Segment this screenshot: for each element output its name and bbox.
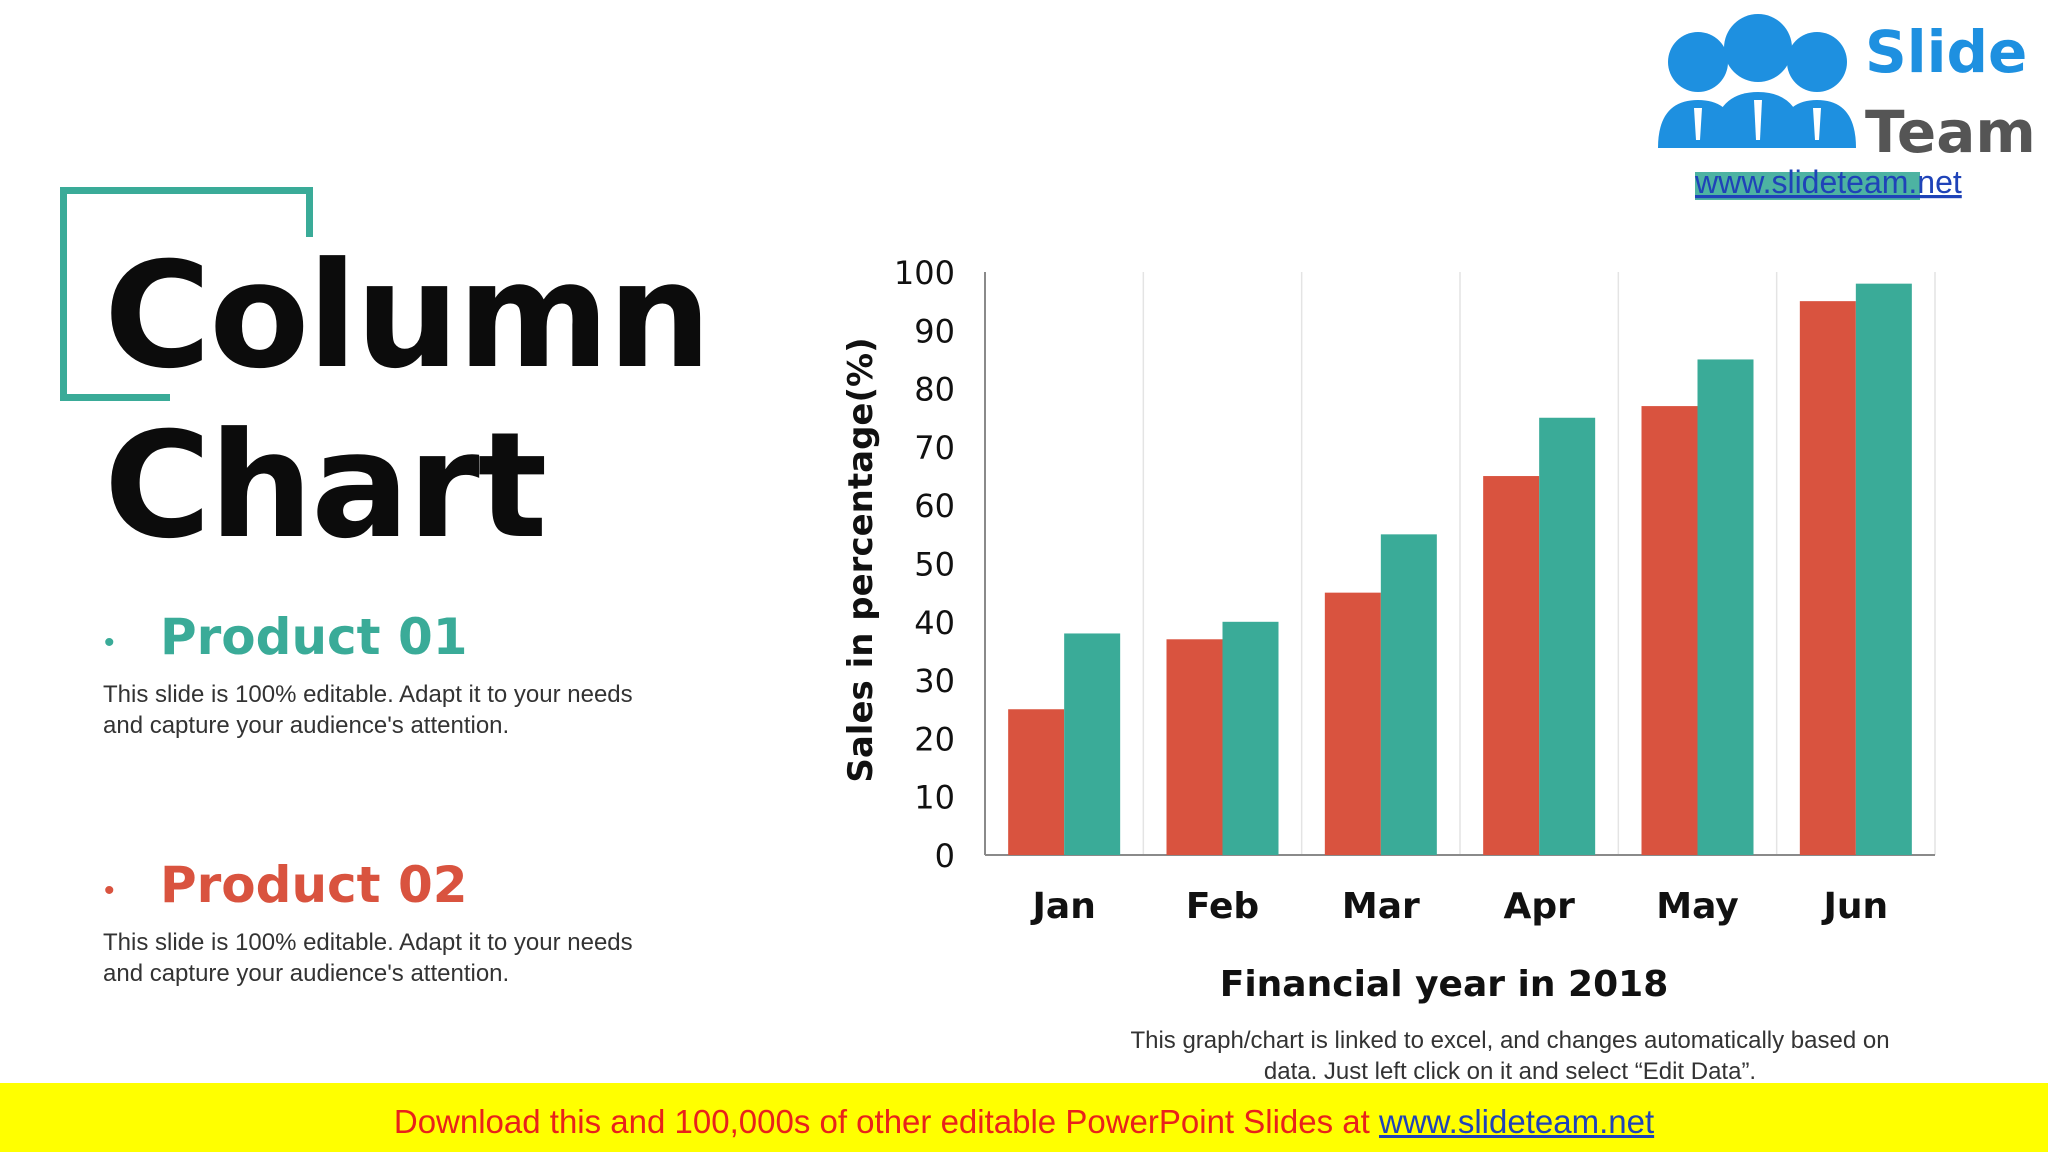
chart-bar — [1641, 406, 1698, 855]
chart-bar — [1324, 592, 1381, 855]
chart-grid — [984, 272, 1936, 856]
logo-word-team: Team — [1865, 98, 2036, 166]
title-frame — [60, 187, 310, 401]
chart-x-tick-label: Jan — [1030, 886, 1096, 927]
chart-bar — [1166, 639, 1223, 855]
chart-x-ticks: Jan Feb Mar Apr May Jun — [1030, 886, 1889, 927]
chart-bar — [1799, 301, 1856, 855]
product-02-description-line2: and capture your audience's attention. — [103, 960, 510, 987]
logo-word-slide: Slide — [1865, 18, 2027, 86]
product-02-description-line1: This slide is 100% editable. Adapt it to… — [103, 929, 633, 956]
chart-y-tick-label: 20 — [914, 720, 955, 758]
product-02-heading: Product 02 — [160, 856, 468, 914]
chart-note-line2: data. Just left click on it and select “… — [1263, 1058, 1757, 1085]
slideteam-logo[interactable]: Slide Team www.slideteam.net — [1640, 0, 2040, 200]
product-01-bullet: • — [104, 626, 115, 659]
title-frame-right-tick — [306, 187, 313, 237]
chart-note-line1: This graph/chart is linked to excel, and… — [1130, 1027, 1890, 1054]
chart-bar — [1064, 633, 1121, 855]
chart-y-tick-label: 10 — [914, 779, 955, 817]
footer-link[interactable]: www.slideteam.net — [1379, 1103, 1655, 1140]
chart-bar — [1008, 709, 1065, 855]
chart-x-tick-label: Apr — [1503, 886, 1575, 927]
chart-y-tick-label: 60 — [914, 487, 955, 525]
footer-banner: Download this and 100,000s of other edit… — [0, 1083, 2048, 1152]
chart-y-tick-label: 80 — [914, 371, 955, 409]
chart-y-tick-label: 50 — [914, 546, 955, 584]
product-01-heading: Product 01 — [160, 608, 468, 666]
chart-y-tick-label: 100 — [894, 254, 955, 292]
chart-bars — [1008, 283, 1912, 855]
chart-bar — [1539, 417, 1596, 855]
chart-x-axis-label: Financial year in 2018 — [1220, 964, 1669, 1005]
chart-y-tick-label: 30 — [914, 662, 955, 700]
chart-bar — [1222, 621, 1279, 855]
chart-note: This graph/chart is linked to excel, and… — [1080, 1025, 1940, 1087]
chart-bar — [1483, 476, 1540, 855]
chart-y-tick-label: 70 — [914, 429, 955, 467]
chart-x-tick-label: Mar — [1342, 886, 1420, 927]
chart-y-axis-label: Sales in percentage(%) — [841, 337, 881, 782]
people-icon — [1658, 14, 1856, 148]
product-01-description-line1: This slide is 100% editable. Adapt it to… — [103, 681, 633, 708]
slide-title-line2: Chart — [104, 401, 547, 571]
product-01-description: This slide is 100% editable. Adapt it to… — [103, 679, 703, 741]
title-frame-bottom-tick — [60, 394, 170, 401]
chart-x-tick-label: Jun — [1821, 886, 1889, 927]
column-chart: 0 10 20 30 40 50 60 70 80 90 100 Jan Feb Mar Apr May Ju… — [841, 254, 1936, 1005]
logo-url[interactable]: www.slideteam.net — [1694, 164, 1962, 200]
chart-bar — [1380, 534, 1437, 855]
chart-y-tick-label: 90 — [914, 312, 955, 350]
product-02-description: This slide is 100% editable. Adapt it to… — [103, 927, 703, 989]
product-01-description-line2: and capture your audience's attention. — [103, 712, 510, 739]
chart-bar — [1855, 283, 1912, 855]
chart-y-tick-label: 0 — [935, 837, 955, 875]
chart-y-ticks: 0 10 20 30 40 50 60 70 80 90 100 — [894, 254, 955, 875]
footer-text: Download this and 100,000s of other edit… — [393, 1103, 1379, 1140]
chart-y-tick-label: 40 — [914, 604, 955, 642]
slide-title-line1: Column — [104, 231, 712, 401]
chart-x-tick-label: Feb — [1186, 886, 1259, 927]
product-02-bullet: • — [104, 874, 115, 907]
chart-x-tick-label: May — [1656, 886, 1738, 927]
footer-inner: Download this and 100,000s of other edit… — [0, 1103, 2048, 1141]
chart-bar — [1697, 359, 1754, 855]
